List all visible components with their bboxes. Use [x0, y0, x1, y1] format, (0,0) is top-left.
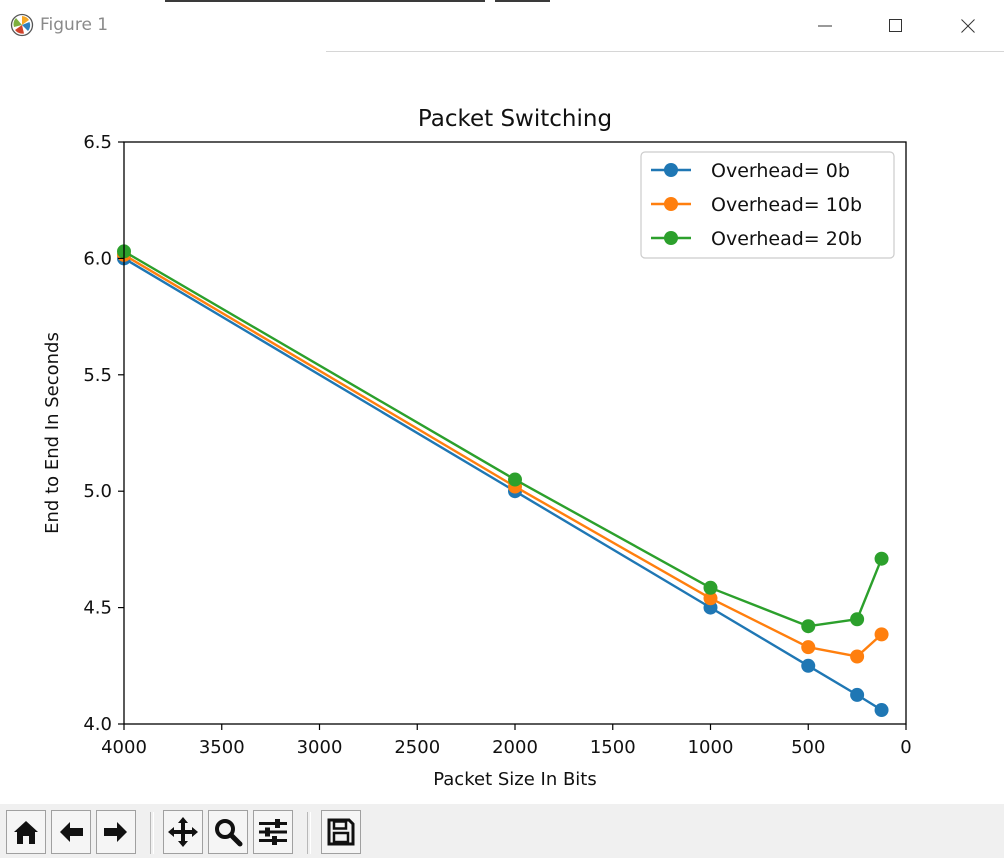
series-line-1	[123, 253, 883, 658]
zoom-button[interactable]	[208, 810, 248, 854]
zoom-icon	[215, 819, 243, 847]
data-point	[801, 619, 816, 634]
series-line-0	[123, 257, 883, 712]
data-point	[850, 612, 865, 627]
figure-canvas[interactable]: Packet Switching 4000 3500 3000 2500 2000 150…	[0, 52, 1004, 804]
x-tick-label: 3000	[297, 737, 343, 758]
top-edge-line	[495, 0, 550, 2]
close-button[interactable]	[948, 10, 988, 42]
data-point	[850, 649, 865, 664]
data-point	[801, 640, 816, 655]
window-titlebar: Figure 1	[0, 0, 1004, 52]
data-point	[874, 551, 889, 566]
series-layer	[117, 244, 889, 718]
data-point	[850, 687, 865, 702]
chart-title: Packet Switching	[418, 106, 612, 132]
minimize-button[interactable]	[805, 10, 845, 42]
series-group	[117, 244, 889, 718]
legend-label: Overhead= 20b	[711, 228, 862, 250]
maximize-icon	[889, 19, 902, 32]
y-tick-label: 4.0	[83, 714, 112, 735]
y-tick-label: 4.5	[83, 598, 112, 619]
subplots-button[interactable]	[253, 810, 293, 854]
toolbar-separator	[150, 812, 154, 854]
data-point	[703, 580, 718, 595]
window-title: Figure 1	[40, 15, 109, 35]
legend: Overhead= 0b Overhead= 10b Overhead= 20b	[640, 151, 895, 259]
forward-arrow-icon	[104, 822, 127, 842]
x-axis: 4000 3500 3000 2500 2000 1500 1000 500 0	[101, 724, 912, 758]
pan-button[interactable]	[163, 810, 203, 854]
legend-marker	[664, 197, 678, 211]
titlebar-divider	[326, 51, 1004, 52]
navigation-toolbar	[0, 804, 1004, 858]
home-icon	[14, 821, 38, 844]
close-icon	[961, 19, 975, 33]
legend-marker	[664, 231, 678, 245]
x-tick-label: 1000	[688, 737, 734, 758]
x-tick-label: 2000	[492, 737, 538, 758]
y-tick-label: 5.5	[83, 365, 112, 386]
data-point	[874, 627, 889, 642]
y-tick-label: 6.0	[83, 248, 112, 269]
series-line-2	[123, 250, 883, 628]
legend-box	[640, 151, 895, 259]
toolbar-separator	[307, 812, 311, 854]
x-tick-label: 2500	[394, 737, 440, 758]
top-edge-line	[165, 0, 485, 2]
data-point	[703, 591, 718, 606]
matplotlib-icon	[10, 13, 34, 37]
home-button[interactable]	[6, 810, 46, 854]
y-axis: 4.0 4.5 5.0 5.5 6.0 6.5	[83, 132, 124, 735]
data-point	[508, 472, 522, 487]
back-arrow-icon	[60, 822, 83, 842]
legend-label: Overhead= 0b	[711, 160, 850, 182]
forward-button[interactable]	[96, 810, 136, 854]
back-button[interactable]	[51, 810, 91, 854]
data-point	[801, 658, 816, 673]
y-axis-label: End to End In Seconds	[42, 332, 63, 534]
x-tick-label: 4000	[101, 737, 147, 758]
legend-label: Overhead= 10b	[711, 194, 862, 216]
data-point	[874, 703, 889, 718]
x-tick-label: 1500	[590, 737, 636, 758]
line-chart: Packet Switching 4000 3500 3000 2500 2000 150…	[42, 106, 912, 790]
x-tick-label: 3500	[199, 737, 245, 758]
save-button[interactable]	[321, 810, 361, 854]
y-tick-label: 6.5	[83, 132, 112, 153]
x-tick-label: 500	[791, 737, 825, 758]
pan-icon	[168, 817, 198, 847]
maximize-button[interactable]	[876, 10, 916, 42]
legend-marker	[664, 163, 678, 177]
subplots-icon	[259, 819, 287, 845]
y-tick-label: 5.0	[83, 481, 112, 502]
save-icon	[327, 818, 355, 846]
minimize-icon	[818, 25, 832, 27]
x-axis-label: Packet Size In Bits	[433, 769, 597, 790]
x-tick-label: 0	[900, 737, 911, 758]
